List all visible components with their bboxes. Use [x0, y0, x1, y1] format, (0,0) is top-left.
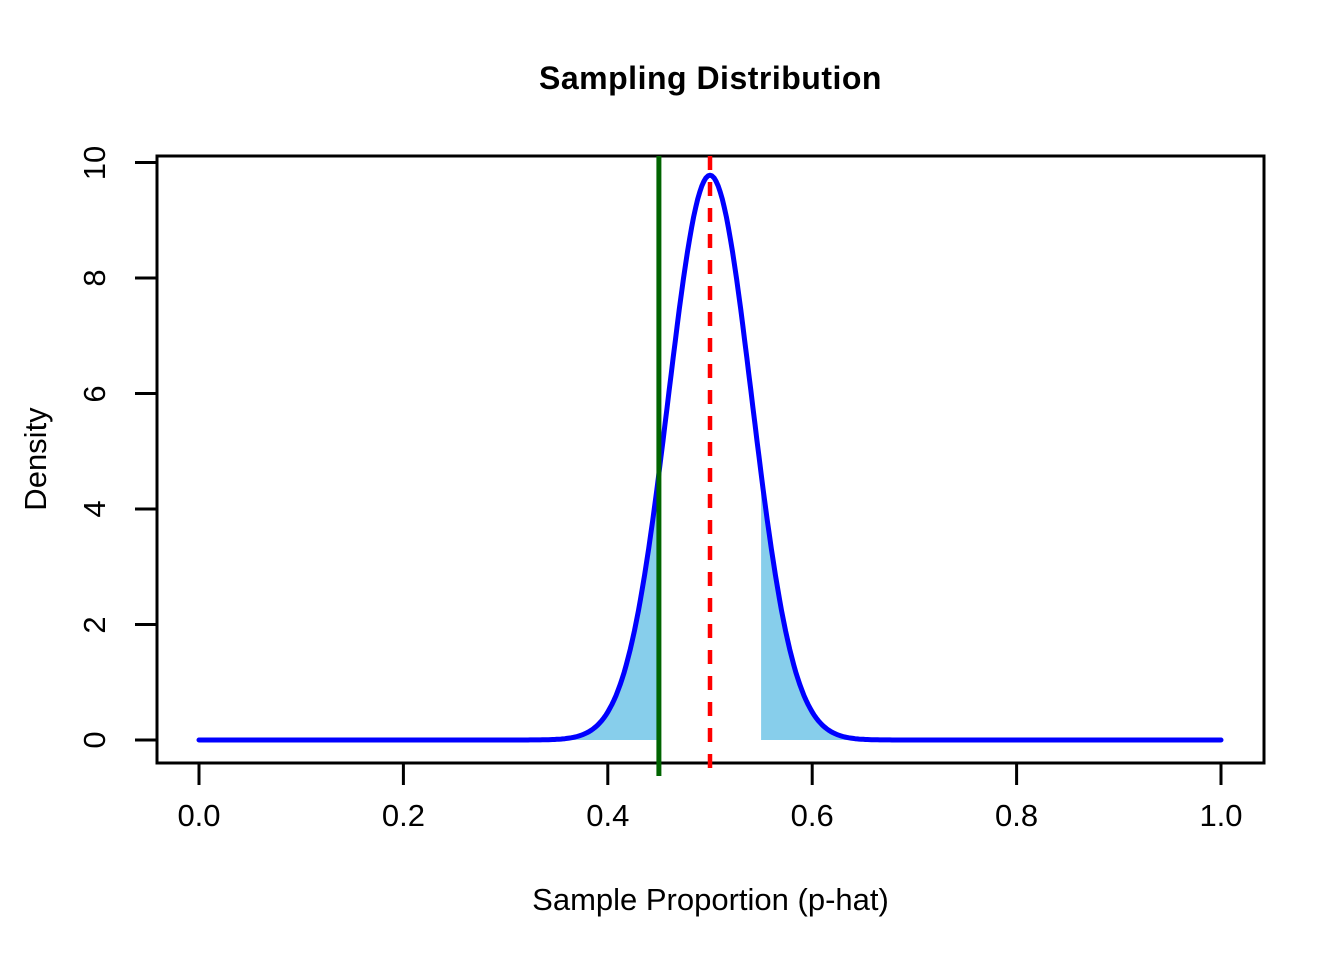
density-curve	[196, 172, 1224, 743]
x-axis-title: Sample Proportion (p-hat)	[532, 882, 889, 917]
y-tick-label: 4	[77, 500, 112, 518]
right-tail-shading	[761, 473, 1221, 740]
x-tick-label: 0.0	[177, 798, 221, 833]
y-tick-label: 6	[77, 384, 112, 403]
chart-title: Sampling Distribution	[539, 60, 882, 96]
y-tick-label: 8	[77, 269, 112, 287]
y-tick-label: 0	[77, 731, 112, 749]
y-tick-label: 10	[77, 145, 112, 180]
x-tick-label: 0.8	[995, 798, 1039, 833]
left-tail-shading	[199, 473, 659, 740]
x-tick-label: 0.2	[381, 798, 425, 833]
x-tick-label: 0.4	[586, 798, 630, 833]
y-tick-label: 2	[77, 615, 112, 634]
x-tick-label: 1.0	[1199, 798, 1243, 833]
x-tick-label: 0.6	[790, 798, 834, 833]
y-axis-title: Density	[18, 407, 53, 511]
